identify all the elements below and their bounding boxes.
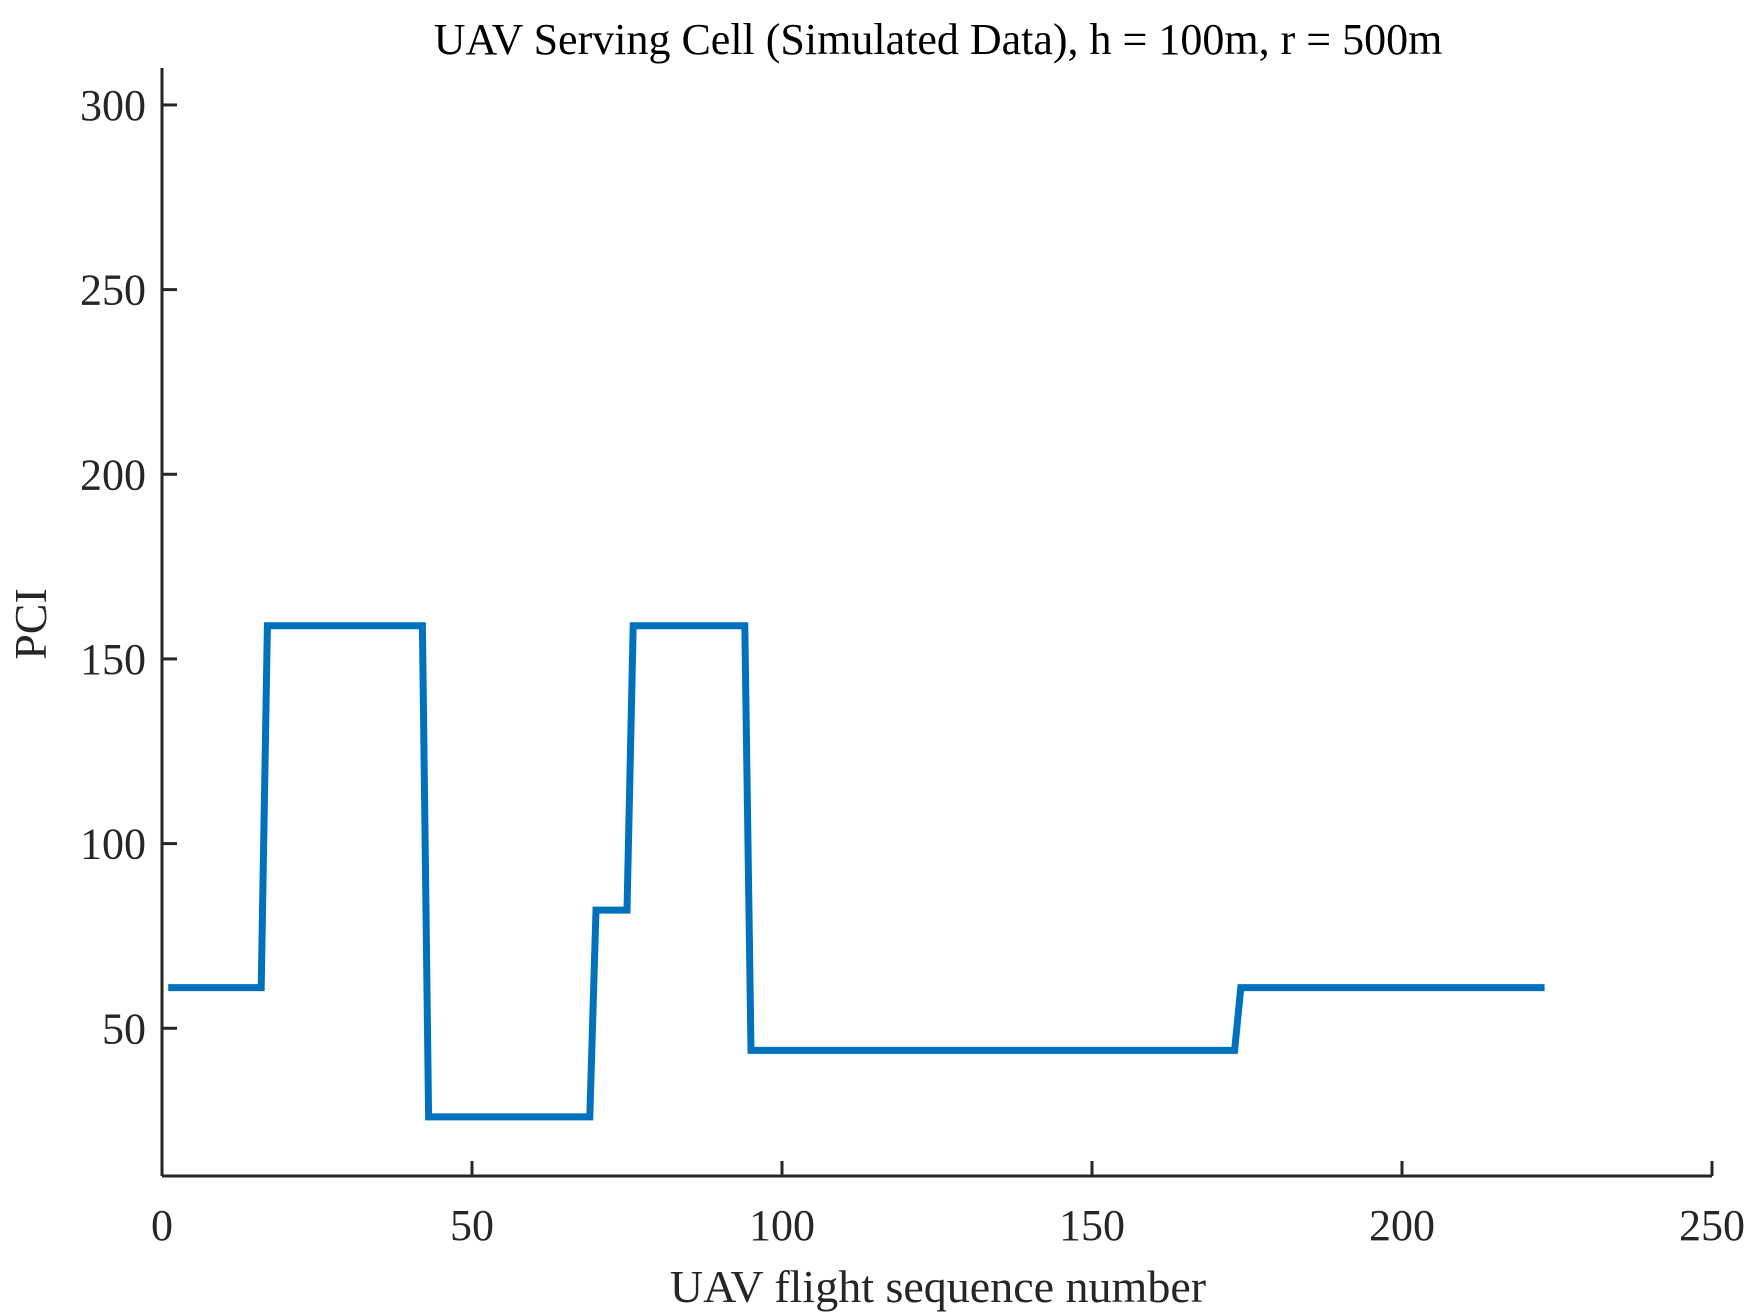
x-tick-label: 250 — [1679, 1201, 1745, 1250]
x-tick-label: 0 — [151, 1201, 173, 1250]
x-tick-label: 150 — [1059, 1201, 1125, 1250]
y-tick-label: 50 — [102, 1004, 146, 1053]
y-tick-label: 250 — [80, 266, 146, 315]
x-tick-label: 50 — [450, 1201, 494, 1250]
plot-area: 0 50 100 150 200 250 50 100 150 200 250 300 — [80, 68, 1745, 1250]
y-tick-label: 150 — [80, 635, 146, 684]
y-tick-label: 300 — [80, 81, 146, 130]
series-line-1 — [168, 622, 1545, 1121]
chart-title: UAV Serving Cell (Simulated Data), h = 1… — [434, 15, 1443, 64]
y-axis-label: PCI — [5, 588, 56, 660]
y-tick-label: 200 — [80, 450, 146, 499]
y-tick-label: 100 — [80, 820, 146, 869]
x-axis-label: UAV flight sequence number — [670, 1261, 1206, 1312]
x-tick-label: 200 — [1369, 1201, 1435, 1250]
x-tick-label: 100 — [749, 1201, 815, 1250]
